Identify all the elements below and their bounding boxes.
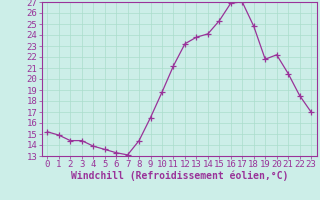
X-axis label: Windchill (Refroidissement éolien,°C): Windchill (Refroidissement éolien,°C) bbox=[70, 171, 288, 181]
